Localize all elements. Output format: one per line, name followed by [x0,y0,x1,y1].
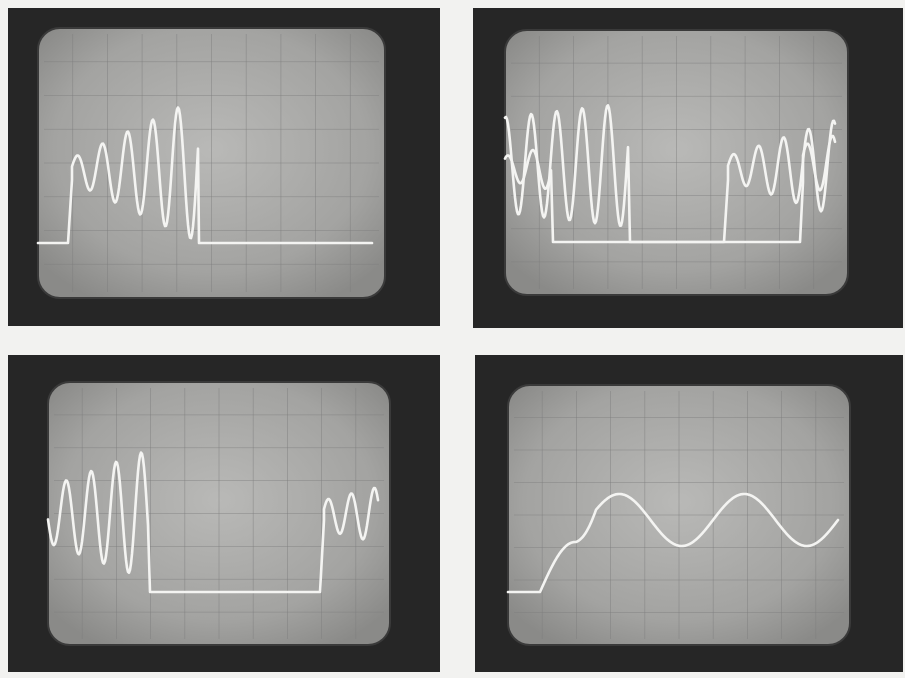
waveform-trace [506,492,840,594]
scope-panel [8,355,440,672]
waveform-trace [503,104,837,244]
waveform-trace [36,106,374,245]
scope-panel [473,8,903,328]
graticule [44,34,379,292]
waveform-trace [46,451,380,594]
scope-panel [8,8,440,326]
panels [8,8,903,672]
graticule [511,36,842,289]
scope-panel [475,355,903,672]
graticule [514,391,844,639]
waveform-trace [503,134,837,244]
